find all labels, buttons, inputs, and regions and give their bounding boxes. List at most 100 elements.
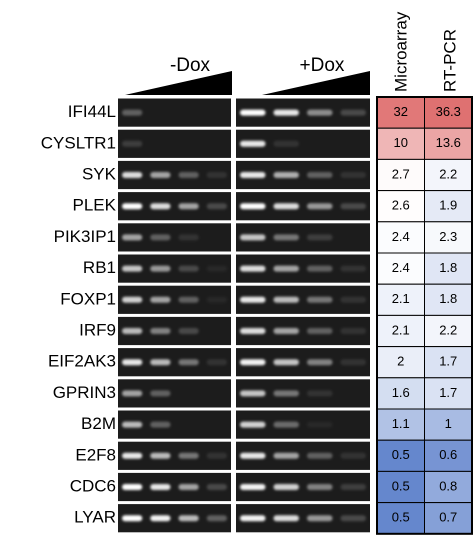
heatmap-cell	[376, 252, 425, 285]
cell-value: 2.1	[392, 291, 410, 306]
gene-label: FOXP1	[60, 289, 116, 308]
gel-band	[273, 390, 299, 397]
gel-band	[150, 296, 171, 303]
heatmap-cell	[424, 252, 473, 285]
cell-value: 2.2	[439, 322, 457, 337]
gel-band	[122, 172, 143, 178]
cell-value: 1.7	[439, 354, 457, 369]
gel-band	[340, 203, 366, 210]
gene-label: IRF9	[79, 320, 116, 339]
cell-value: 1.8	[439, 291, 457, 306]
heatmap-cell	[424, 502, 473, 535]
heatmap-cell	[376, 221, 425, 254]
gel-band	[340, 452, 366, 459]
gel-band	[178, 296, 199, 303]
heatmap-cell	[424, 221, 473, 254]
gel-band	[122, 109, 143, 116]
gel-band	[240, 234, 266, 241]
gel-band	[340, 296, 366, 303]
gene-label: SYK	[82, 164, 117, 183]
cell-value: 1.1	[392, 416, 410, 431]
cell-value: 2.2	[439, 166, 457, 181]
gel-band	[273, 484, 299, 490]
gel-band	[273, 296, 299, 303]
gel-band	[150, 203, 171, 210]
gel-band	[150, 172, 171, 178]
gel-band	[273, 172, 299, 178]
gel-band	[307, 328, 333, 334]
gel-band	[273, 109, 299, 116]
heatmap-cell	[424, 127, 473, 160]
gel-band	[122, 328, 143, 334]
gel-band	[178, 484, 199, 490]
cell-value: 1	[445, 416, 452, 431]
gel-band	[273, 452, 299, 459]
cell-value: 2.1	[392, 322, 410, 337]
gel-band	[122, 203, 143, 210]
gel-band	[307, 359, 333, 366]
gel-band	[307, 484, 333, 490]
gel-band	[150, 234, 171, 241]
gel-band	[340, 515, 366, 522]
heatmap-cell	[376, 127, 425, 160]
gel-band	[178, 328, 199, 334]
gel-band	[240, 515, 266, 522]
gel-band	[240, 140, 266, 147]
dose-wedge	[262, 71, 370, 95]
gel-band	[307, 109, 333, 116]
gel-band	[122, 296, 143, 303]
gel-band	[273, 140, 299, 147]
heatmap-cell	[376, 470, 425, 504]
gel-band	[307, 421, 333, 428]
gel-band	[240, 390, 266, 397]
cell-value: 0.5	[392, 478, 410, 493]
cell-value: 0.5	[392, 510, 410, 525]
gel-band	[340, 328, 366, 334]
cell-value: 2.4	[392, 260, 410, 275]
cell-value: 1.7	[439, 385, 457, 400]
column-header: Microarray	[391, 11, 410, 92]
gel-band	[122, 234, 143, 241]
gel-band	[150, 359, 171, 366]
heatmap-cell	[424, 470, 473, 504]
gel-band	[307, 390, 333, 397]
gel-band	[150, 515, 171, 522]
cell-value: 36.3	[436, 104, 461, 119]
gel-band	[240, 328, 266, 334]
gel-band	[206, 515, 227, 522]
gene-label: CYSLTR1	[41, 133, 116, 152]
gel-band	[273, 359, 299, 366]
gel-band	[206, 296, 227, 303]
cell-value: 1.9	[439, 198, 457, 213]
gel-band	[178, 265, 199, 272]
gel-band	[240, 359, 266, 366]
gel-band	[340, 172, 366, 178]
gel-band	[240, 296, 266, 303]
condition-label: +Dox	[300, 55, 345, 76]
gel-band	[273, 328, 299, 334]
cell-value: 1.8	[439, 260, 457, 275]
gel-band	[178, 452, 199, 459]
gene-label: CDC6	[70, 476, 116, 495]
gel-band	[206, 359, 227, 366]
gel-band	[206, 265, 227, 272]
gel-band	[122, 140, 143, 147]
gene-label: IFI44L	[68, 102, 116, 121]
dose-wedge	[125, 71, 232, 95]
gel-band	[122, 265, 143, 272]
gel-band	[150, 421, 171, 428]
gel-band	[273, 234, 299, 241]
gene-label: B2M	[81, 414, 116, 433]
gel-band	[206, 484, 227, 490]
gene-label: RB1	[83, 258, 116, 277]
gel-band	[340, 359, 366, 366]
gene-label: PIK3IP1	[54, 227, 116, 246]
gel-band	[122, 390, 143, 397]
gel-band	[307, 296, 333, 303]
gel-band	[273, 515, 299, 522]
heatmap-cell	[376, 283, 425, 316]
gel-band	[240, 203, 266, 210]
cell-value: 10	[394, 135, 408, 150]
gel-band	[240, 421, 266, 428]
